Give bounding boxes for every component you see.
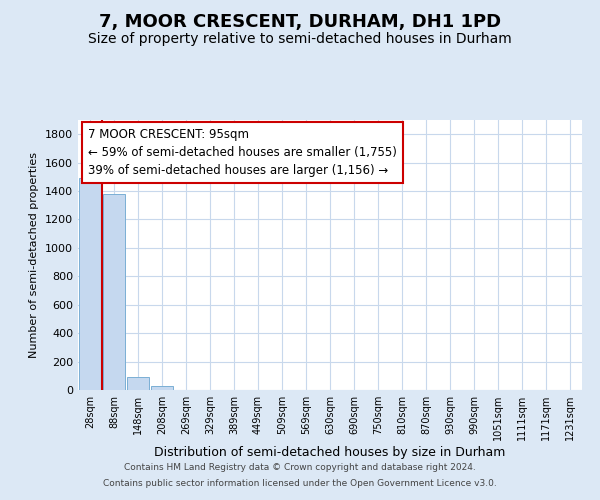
X-axis label: Distribution of semi-detached houses by size in Durham: Distribution of semi-detached houses by … bbox=[154, 446, 506, 459]
Bar bbox=[103, 194, 125, 390]
Text: 7, MOOR CRESCENT, DURHAM, DH1 1PD: 7, MOOR CRESCENT, DURHAM, DH1 1PD bbox=[99, 12, 501, 30]
Text: Contains HM Land Registry data © Crown copyright and database right 2024.: Contains HM Land Registry data © Crown c… bbox=[124, 464, 476, 472]
Text: Contains public sector information licensed under the Open Government Licence v3: Contains public sector information licen… bbox=[103, 478, 497, 488]
Bar bbox=[79, 178, 101, 390]
Text: Size of property relative to semi-detached houses in Durham: Size of property relative to semi-detach… bbox=[88, 32, 512, 46]
Text: 7 MOOR CRESCENT: 95sqm
← 59% of semi-detached houses are smaller (1,755)
39% of : 7 MOOR CRESCENT: 95sqm ← 59% of semi-det… bbox=[88, 128, 397, 177]
Bar bbox=[127, 376, 149, 390]
Y-axis label: Number of semi-detached properties: Number of semi-detached properties bbox=[29, 152, 40, 358]
Bar bbox=[151, 386, 173, 390]
